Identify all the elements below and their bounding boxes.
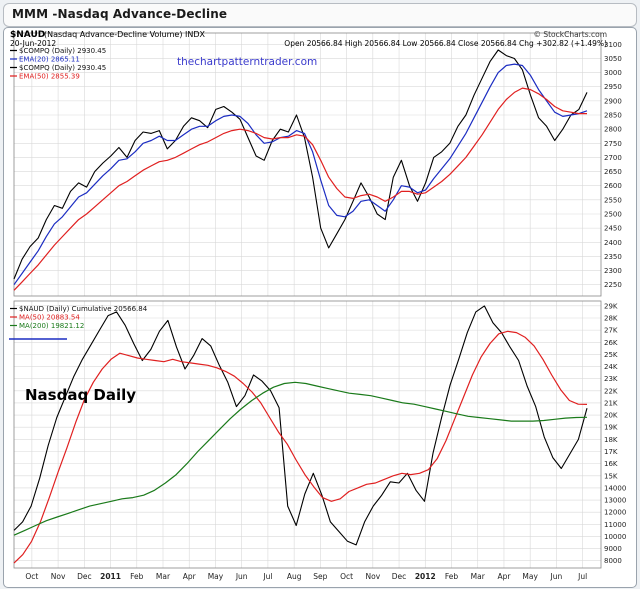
plot-frames bbox=[13, 32, 602, 569]
y-tick-label: 18K bbox=[604, 436, 618, 444]
y-tick-label: 2300 bbox=[604, 267, 622, 275]
y-tick-label: 2400 bbox=[604, 239, 622, 247]
x-tick-label: 2011 bbox=[100, 572, 121, 581]
date-label: 20-Jun-2012 bbox=[10, 39, 56, 48]
y-tick-label: 2950 bbox=[604, 83, 622, 91]
y-tick-label: 28K bbox=[604, 314, 618, 322]
y-tick-label: 2650 bbox=[604, 168, 622, 176]
legend-top-entry: EMA(50) 2855.39 bbox=[19, 73, 80, 81]
chart-svg: 2250 2300 2350 2400 2450 2500 2550 2600 2650 2700… bbox=[9, 30, 626, 581]
y-tick-label: 25K bbox=[604, 351, 618, 359]
y-tick-label: 8000 bbox=[604, 557, 622, 565]
y-tick-label: 17K bbox=[604, 448, 618, 456]
y-tick-label: 2250 bbox=[604, 281, 622, 289]
chart-title: MMM -Nasdaq Advance-Decline bbox=[12, 7, 228, 21]
y-tick-label: 3000 bbox=[604, 69, 622, 77]
x-tick-label: Dec bbox=[77, 572, 92, 581]
series-ma-200 bbox=[13, 381, 588, 536]
symbol-description: (Nasdaq Advance-Decline Volume) INDX bbox=[44, 30, 205, 39]
credit-label: © StockCharts.com bbox=[533, 30, 607, 39]
x-tick-label: May bbox=[522, 572, 538, 581]
x-tick-label: Jul bbox=[262, 572, 272, 581]
y-tick-label: 27K bbox=[604, 327, 618, 335]
y-tick-label: 19K bbox=[604, 424, 618, 432]
y-tick-label: 21K bbox=[604, 399, 618, 407]
y-tick-label: 2500 bbox=[604, 210, 622, 218]
nasdaq-daily-label: Nasdaq Daily bbox=[25, 386, 136, 404]
series-compq-daily bbox=[13, 49, 588, 280]
legend-bottom-entry: MA(50) 20883.54 bbox=[19, 314, 80, 322]
y-tick-label: 23K bbox=[604, 375, 618, 383]
y-tick-label: 9000 bbox=[604, 545, 622, 553]
chart-panel: 2250 2300 2350 2400 2450 2500 2550 2600 2650 2700… bbox=[3, 27, 637, 588]
x-tick-label: Jun bbox=[550, 572, 563, 581]
x-tick-label: Mar bbox=[156, 572, 171, 581]
x-tick-label: Dec bbox=[392, 572, 407, 581]
y-tick-label: 3100 bbox=[604, 41, 622, 49]
series-lines bbox=[13, 49, 588, 564]
x-tick-label: Jun bbox=[235, 572, 248, 581]
x-tick-label: 2012 bbox=[415, 572, 436, 581]
y-tick-label: 2600 bbox=[604, 182, 622, 190]
y-tick-label: 2350 bbox=[604, 253, 622, 261]
legend-top-entry: $COMPQ (Daily) 2930.45 bbox=[19, 64, 106, 72]
y-tick-label: 12000 bbox=[604, 509, 626, 517]
y-tick-label: 14000 bbox=[604, 484, 626, 492]
legend-bottom-entry: MA(200) 19821.12 bbox=[19, 322, 84, 330]
y-tick-label: 2550 bbox=[604, 196, 622, 204]
symbol-label: $NAUD bbox=[10, 30, 45, 40]
series-naud-daily-cumulative bbox=[13, 305, 588, 546]
y-tick-label: 2900 bbox=[604, 97, 622, 105]
quote-label: Open 20566.84 High 20566.84 Low 20566.84… bbox=[284, 39, 607, 48]
y-tick-label: 11000 bbox=[604, 521, 626, 529]
title-bar: MMM -Nasdaq Advance-Decline bbox=[3, 3, 637, 27]
x-tick-label: Feb bbox=[445, 572, 459, 581]
x-tick-label: Nov bbox=[366, 572, 381, 581]
x-tick-label: Aug bbox=[287, 572, 302, 581]
y-tick-label: 13000 bbox=[604, 497, 626, 505]
y-tick-label: 24K bbox=[604, 363, 618, 371]
x-tick-label: Apr bbox=[497, 572, 511, 581]
series-ema-20 bbox=[13, 63, 588, 286]
x-tick-label: Mar bbox=[471, 572, 486, 581]
plot-frame bbox=[13, 300, 602, 569]
x-tick-label: Oct bbox=[340, 572, 353, 581]
y-tick-label: 2800 bbox=[604, 126, 622, 134]
x-tick-label: Jul bbox=[577, 572, 587, 581]
y-tick-label: 2750 bbox=[604, 140, 622, 148]
plot-frame bbox=[13, 32, 602, 297]
y-tick-label: 15K bbox=[604, 472, 618, 480]
legend-top-entry: $COMPQ (Daily) 2930.45 bbox=[19, 47, 106, 55]
x-tick-label: Apr bbox=[183, 572, 197, 581]
grid bbox=[14, 33, 601, 568]
y-tick-label: 26K bbox=[604, 339, 618, 347]
y-tick-label: 16K bbox=[604, 460, 618, 468]
axis-labels: 2250 2300 2350 2400 2450 2500 2550 2600 2650 2700… bbox=[25, 41, 626, 581]
y-tick-label: 2850 bbox=[604, 112, 622, 120]
legend-top-entry: EMA(20) 2865.11 bbox=[19, 56, 80, 64]
y-tick-label: 2450 bbox=[604, 225, 622, 233]
x-tick-label: Sep bbox=[313, 572, 327, 581]
x-tick-label: May bbox=[208, 572, 224, 581]
y-tick-label: 2700 bbox=[604, 154, 622, 162]
legend-bottom-entry: $NAUD (Daily) Cumulative 20566.84 bbox=[19, 305, 148, 313]
y-tick-label: 22K bbox=[604, 387, 618, 395]
series-ema-50 bbox=[13, 87, 587, 291]
y-tick-label: 3050 bbox=[604, 55, 622, 63]
y-tick-label: 10000 bbox=[604, 533, 626, 541]
x-tick-label: Feb bbox=[130, 572, 144, 581]
y-tick-label: 29K bbox=[604, 302, 618, 310]
series-ma-50 bbox=[13, 330, 588, 564]
x-tick-label: Nov bbox=[51, 572, 66, 581]
y-tick-label: 20K bbox=[604, 412, 618, 420]
x-tick-label: Oct bbox=[25, 572, 38, 581]
watermark: thechartpatterntrader.com bbox=[177, 56, 317, 68]
